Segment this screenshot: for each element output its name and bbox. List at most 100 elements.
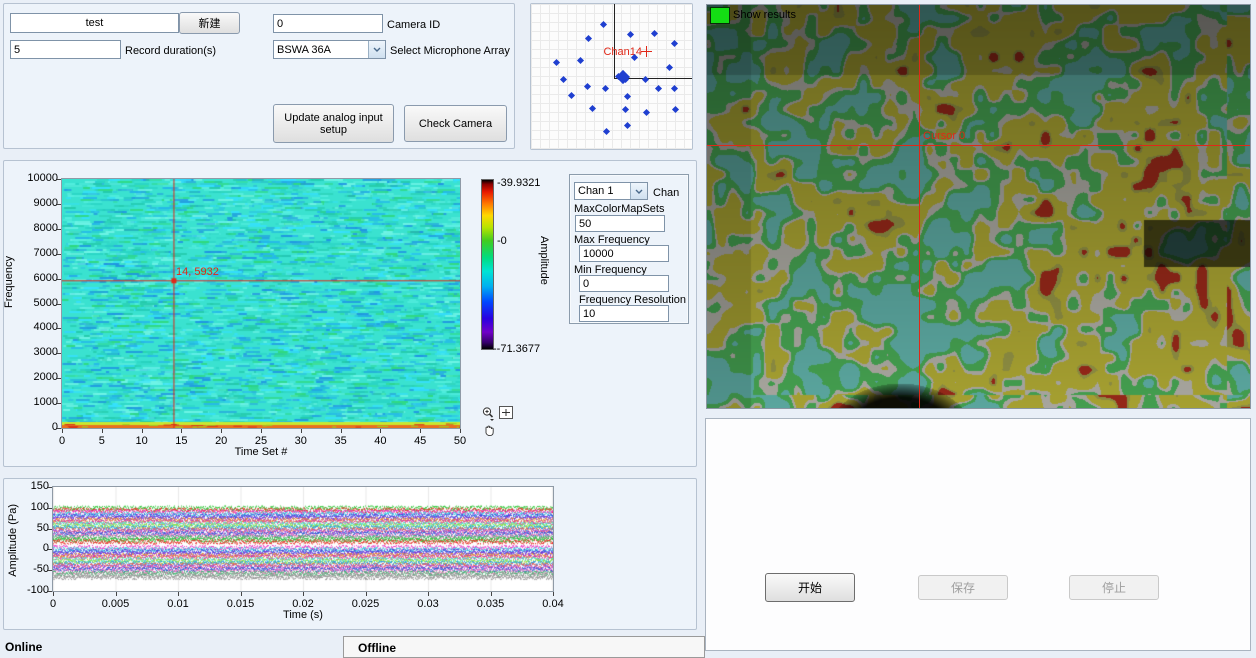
tick-label: 10 <box>122 435 162 447</box>
min-frequency-input[interactable]: 0 <box>579 275 669 292</box>
mic-point <box>627 31 634 38</box>
check-camera-button[interactable]: Check Camera <box>404 105 507 142</box>
tick-mark <box>303 592 304 596</box>
stop-button[interactable]: 停止 <box>1069 575 1159 600</box>
tick-mark <box>57 428 61 429</box>
cursor-tool-icon[interactable] <box>499 406 513 419</box>
tick-mark <box>57 229 61 230</box>
tick-label: 50 <box>9 522 49 534</box>
tick-mark <box>57 254 61 255</box>
offline-status-label: Offline <box>358 641 396 655</box>
channel-select[interactable]: Chan 1 <box>574 182 648 200</box>
waveform-plot[interactable] <box>52 486 554 592</box>
tick-mark <box>53 592 54 596</box>
tick-label: 20 <box>201 435 241 447</box>
pan-tool-icon[interactable] <box>482 423 497 438</box>
tick-label: 0.035 <box>471 598 511 610</box>
mic-point <box>622 106 629 113</box>
tick-label: 45 <box>400 435 440 447</box>
mic-point <box>624 93 631 100</box>
mic-point <box>585 35 592 42</box>
mic-array-select-value: BSWA 36A <box>277 44 331 56</box>
tick-label: 30 <box>281 435 321 447</box>
frequency-resolution-input[interactable]: 10 <box>579 305 669 322</box>
tick-label: 0.015 <box>221 598 261 610</box>
tick-label: 0.03 <box>408 598 448 610</box>
tick-mark <box>142 429 143 433</box>
tick-label: 0.04 <box>533 598 573 610</box>
max-colormap-input[interactable]: 50 <box>575 215 665 232</box>
online-status-label: Online <box>5 640 42 654</box>
new-button[interactable]: 新建 <box>179 12 240 34</box>
mic-point <box>589 105 596 112</box>
mic-point <box>630 54 637 61</box>
channel-select-value: Chan 1 <box>578 185 613 197</box>
tick-mark <box>57 378 61 379</box>
tick-mark <box>48 570 52 571</box>
colorbar-max-label: -39.9321 <box>497 177 540 189</box>
tick-label: 50 <box>440 435 480 447</box>
mic-point <box>642 76 649 83</box>
tick-label: 10000 <box>18 172 58 184</box>
tick-mark <box>48 591 52 592</box>
tick-mark <box>221 429 222 433</box>
update-analog-input-button[interactable]: Update analog input setup <box>273 104 394 143</box>
tick-label: 0.025 <box>346 598 386 610</box>
tick-mark <box>301 429 302 433</box>
tick-label: 7000 <box>18 247 58 259</box>
tick-label: 0 <box>18 421 58 433</box>
mic-point <box>568 92 575 99</box>
mic-point <box>671 85 678 92</box>
tick-label: 0.005 <box>96 598 136 610</box>
zoom-tool-icon[interactable] <box>481 406 496 421</box>
spectrogram-controls: Chan 1 Chan MaxColorMapSets 50 Max Frequ… <box>569 174 689 324</box>
camera-cursor-hline[interactable] <box>707 145 1250 146</box>
mic-array-label: Select Microphone Array <box>390 45 510 57</box>
channel-select-label: Chan <box>653 187 679 199</box>
chevron-down-icon[interactable] <box>630 183 647 199</box>
tick-mark <box>491 592 492 596</box>
mic-point <box>600 21 607 28</box>
tick-mark <box>420 429 421 433</box>
save-button[interactable]: 保存 <box>918 575 1008 600</box>
tick-mark <box>178 592 179 596</box>
colorbar-mid-label: -0 <box>497 235 507 247</box>
tick-label: 0 <box>42 435 82 447</box>
tick-label: 0 <box>33 598 73 610</box>
spectrogram-cursor-label: 14, 5932 <box>176 266 219 278</box>
project-name-input[interactable]: test <box>10 13 179 33</box>
tick-mark <box>48 508 52 509</box>
spectrogram-plot[interactable] <box>61 178 461 429</box>
mic-point <box>651 29 658 36</box>
camera-cursor-vline[interactable] <box>919 5 920 408</box>
setup-panel: test 新建 5 Record duration(s) 0 Camera ID… <box>3 3 515 149</box>
mic-point <box>655 85 662 92</box>
spectrogram-panel: 14, 5932 Frequency Time Set # -39.9321 -… <box>3 160 697 467</box>
start-button[interactable]: 开始 <box>765 573 855 602</box>
max-frequency-input[interactable]: 10000 <box>579 245 669 262</box>
tick-label: -50 <box>9 563 49 575</box>
colorbar-axis-label: Amplitude <box>538 236 550 285</box>
tick-label: 1000 <box>18 396 58 408</box>
show-results-label: Show results <box>733 9 796 21</box>
record-duration-input[interactable]: 5 <box>10 40 121 59</box>
tick-mark <box>366 592 367 596</box>
mic-point <box>666 64 673 71</box>
camera-id-input[interactable]: 0 <box>273 14 383 33</box>
mic-array-select[interactable]: BSWA 36A <box>273 40 386 59</box>
mic-point <box>553 58 560 65</box>
tick-mark <box>241 592 242 596</box>
tick-mark <box>102 429 103 433</box>
chevron-down-icon[interactable] <box>368 41 385 58</box>
mic-point <box>584 83 591 90</box>
action-panel: 开始 保存 停止 <box>705 418 1251 651</box>
tick-label: 5 <box>82 435 122 447</box>
mic-array-plot-panel: Chan14 <box>530 3 693 150</box>
mic-point <box>624 122 631 129</box>
show-results-checkbox[interactable] <box>710 7 730 24</box>
tick-label: 5000 <box>18 297 58 309</box>
tick-mark <box>460 429 461 433</box>
tick-mark <box>57 204 61 205</box>
tick-label: 4000 <box>18 321 58 333</box>
spectrogram-canvas <box>62 179 460 428</box>
